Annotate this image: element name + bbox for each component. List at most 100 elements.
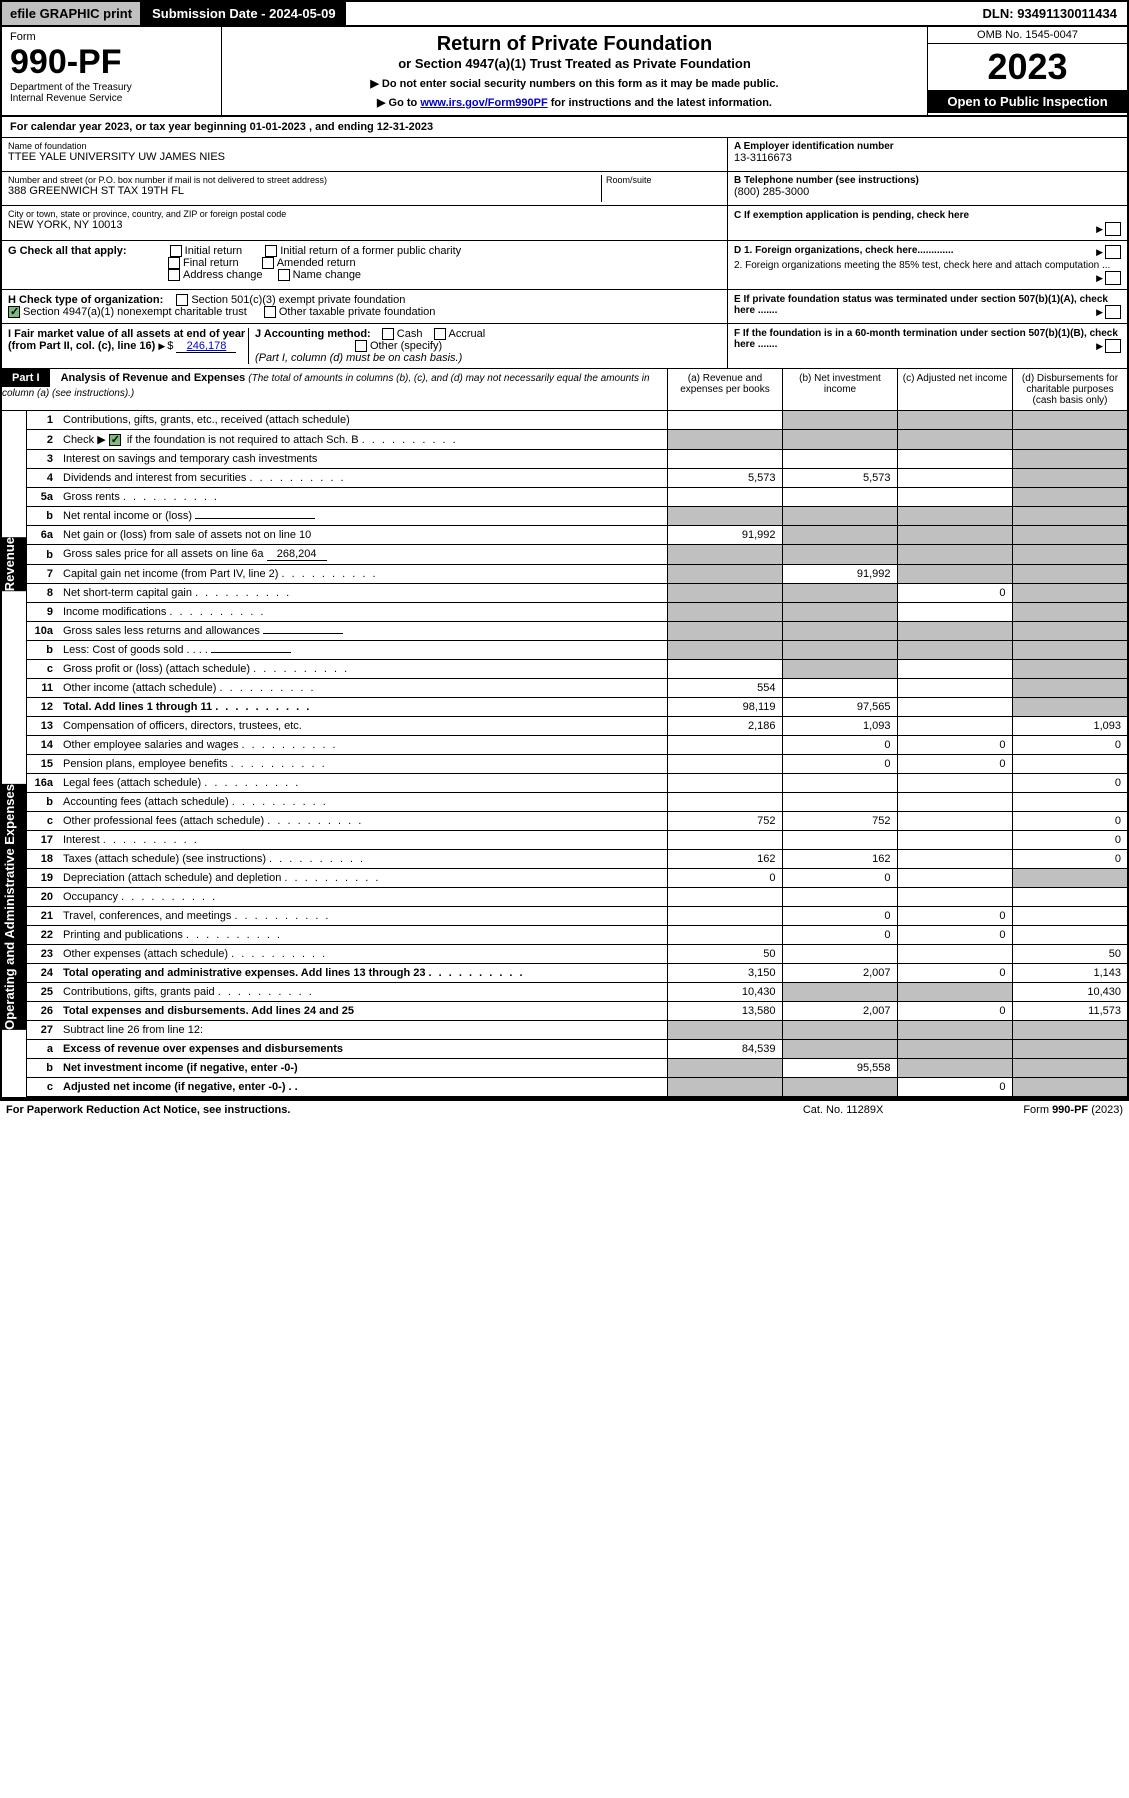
irs: Internal Revenue Service bbox=[10, 93, 213, 104]
form-number: 990-PF bbox=[10, 43, 213, 82]
c-checkbox[interactable] bbox=[1105, 222, 1121, 236]
d1-checkbox[interactable] bbox=[1105, 245, 1121, 259]
ein-label: A Employer identification number bbox=[734, 141, 1121, 152]
r2-checkbox[interactable] bbox=[109, 434, 121, 446]
city-label: City or town, state or province, country… bbox=[8, 209, 721, 219]
r8: Net short-term capital gain bbox=[59, 584, 667, 603]
expenses-section: Operating and Administrative Expenses 13… bbox=[0, 717, 1129, 1099]
j-note: (Part I, column (d) must be on cash basi… bbox=[255, 352, 462, 364]
r16a: Legal fees (attach schedule) bbox=[59, 774, 667, 793]
r25: Contributions, gifts, grants paid bbox=[59, 983, 667, 1002]
form-note1: ▶ Do not enter social security numbers o… bbox=[228, 77, 921, 90]
footer-left: For Paperwork Reduction Act Notice, see … bbox=[6, 1104, 290, 1116]
address: 388 GREENWICH ST TAX 19TH FL bbox=[8, 185, 601, 197]
c-label: C If exemption application is pending, c… bbox=[734, 210, 969, 221]
g-namechg-checkbox[interactable] bbox=[278, 269, 290, 281]
phone: (800) 285-3000 bbox=[734, 186, 1121, 198]
r10a: Gross sales less returns and allowances bbox=[59, 622, 667, 641]
tax-year: 2023 bbox=[928, 44, 1127, 90]
efile-btn[interactable]: efile GRAPHIC print bbox=[2, 2, 142, 25]
g-amended-checkbox[interactable] bbox=[262, 257, 274, 269]
j-other-checkbox[interactable] bbox=[355, 340, 367, 352]
r4: Dividends and interest from securities bbox=[59, 469, 667, 488]
r20: Occupancy bbox=[59, 888, 667, 907]
g-initial-former-checkbox[interactable] bbox=[265, 245, 277, 257]
ein: 13-3116673 bbox=[734, 152, 1121, 164]
r1: Contributions, gifts, grants, etc., rece… bbox=[59, 411, 667, 430]
r5a: Gross rents bbox=[59, 488, 667, 507]
part1-header: Part I Analysis of Revenue and Expenses … bbox=[0, 369, 1129, 411]
j-label: J Accounting method: bbox=[255, 328, 371, 340]
g-initial-checkbox[interactable] bbox=[170, 245, 182, 257]
col-d-hdr: (d) Disbursements for charitable purpose… bbox=[1012, 369, 1127, 410]
j-accrual-checkbox[interactable] bbox=[434, 328, 446, 340]
d1-label: D 1. Foreign organizations, check here..… bbox=[734, 245, 954, 256]
form-subtitle: or Section 4947(a)(1) Trust Treated as P… bbox=[228, 56, 921, 71]
city: NEW YORK, NY 10013 bbox=[8, 219, 721, 231]
part1-title: Analysis of Revenue and Expenses bbox=[61, 372, 246, 384]
form-label: Form bbox=[10, 31, 213, 43]
r5b: Net rental income or (loss) bbox=[59, 507, 667, 526]
r14: Other employee salaries and wages bbox=[59, 736, 667, 755]
d2-label: 2. Foreign organizations meeting the 85%… bbox=[734, 260, 1110, 271]
footer: For Paperwork Reduction Act Notice, see … bbox=[0, 1099, 1129, 1119]
phone-label: B Telephone number (see instructions) bbox=[734, 175, 1121, 186]
foundation-name: TTEE YALE UNIVERSITY UW JAMES NIES bbox=[8, 151, 721, 163]
part1-label: Part I bbox=[2, 369, 50, 387]
r18: Taxes (attach schedule) (see instruction… bbox=[59, 850, 667, 869]
col-c-hdr: (c) Adjusted net income bbox=[897, 369, 1012, 410]
h-label: H Check type of organization: bbox=[8, 294, 163, 306]
r27c: Adjusted net income (if negative, enter … bbox=[59, 1078, 667, 1097]
r27b: Net investment income (if negative, ente… bbox=[59, 1059, 667, 1078]
r10b: Less: Cost of goods sold . . . . bbox=[59, 641, 667, 660]
foundation-info: Name of foundation TTEE YALE UNIVERSITY … bbox=[0, 138, 1129, 241]
r27: Subtract line 26 from line 12: bbox=[59, 1021, 667, 1040]
g-addrchg-checkbox[interactable] bbox=[168, 269, 180, 281]
r6b: Gross sales price for all assets on line… bbox=[59, 545, 667, 565]
footer-mid: Cat. No. 11289X bbox=[803, 1104, 884, 1116]
open-inspection: Open to Public Inspection bbox=[928, 90, 1127, 113]
top-bar: efile GRAPHIC print Submission Date - 20… bbox=[0, 0, 1129, 27]
r16c: Other professional fees (attach schedule… bbox=[59, 812, 667, 831]
name-label: Name of foundation bbox=[8, 141, 721, 151]
r6a: Net gain or (loss) from sale of assets n… bbox=[59, 526, 667, 545]
submission-date: Submission Date - 2024-05-09 bbox=[142, 2, 346, 25]
section-h: H Check type of organization: Section 50… bbox=[0, 290, 1129, 324]
form990pf-link[interactable]: www.irs.gov/Form990PF bbox=[420, 97, 547, 109]
r22: Printing and publications bbox=[59, 926, 667, 945]
f-checkbox[interactable] bbox=[1105, 339, 1121, 353]
section-ij: I Fair market value of all assets at end… bbox=[0, 324, 1129, 369]
e-label: E If private foundation status was termi… bbox=[734, 294, 1108, 316]
e-checkbox[interactable] bbox=[1105, 305, 1121, 319]
dln: DLN: 93491130011434 bbox=[973, 2, 1127, 25]
d2-checkbox[interactable] bbox=[1105, 271, 1121, 285]
h1-checkbox[interactable] bbox=[176, 294, 188, 306]
h2-checkbox[interactable] bbox=[8, 306, 20, 318]
r9: Income modifications bbox=[59, 603, 667, 622]
room-label: Room/suite bbox=[606, 175, 721, 185]
col-a-hdr: (a) Revenue and expenses per books bbox=[667, 369, 782, 410]
i-value[interactable]: 246,178 bbox=[176, 340, 236, 353]
footer-right: Form 990-PF (2023) bbox=[1023, 1104, 1123, 1116]
dept: Department of the Treasury bbox=[10, 82, 213, 93]
g-label: G Check all that apply: bbox=[8, 245, 127, 257]
r3: Interest on savings and temporary cash i… bbox=[59, 450, 667, 469]
j-cash-checkbox[interactable] bbox=[382, 328, 394, 340]
r15: Pension plans, employee benefits bbox=[59, 755, 667, 774]
form-note2: ▶ Go to www.irs.gov/Form990PF for instru… bbox=[228, 96, 921, 109]
addr-label: Number and street (or P.O. box number if… bbox=[8, 175, 601, 185]
g-final-checkbox[interactable] bbox=[168, 257, 180, 269]
r24: Total operating and administrative expen… bbox=[59, 964, 667, 983]
col-b-hdr: (b) Net investment income bbox=[782, 369, 897, 410]
r13: Compensation of officers, directors, tru… bbox=[59, 717, 667, 736]
r10c: Gross profit or (loss) (attach schedule) bbox=[59, 660, 667, 679]
r21: Travel, conferences, and meetings bbox=[59, 907, 667, 926]
section-g: G Check all that apply: Initial return I… bbox=[0, 241, 1129, 290]
r16b: Accounting fees (attach schedule) bbox=[59, 793, 667, 812]
revenue-label: Revenue bbox=[2, 537, 26, 591]
f-label: F If the foundation is in a 60-month ter… bbox=[734, 328, 1118, 350]
r12: Total. Add lines 1 through 11 bbox=[59, 698, 667, 717]
r17: Interest bbox=[59, 831, 667, 850]
r27a: Excess of revenue over expenses and disb… bbox=[59, 1040, 667, 1059]
h3-checkbox[interactable] bbox=[264, 306, 276, 318]
